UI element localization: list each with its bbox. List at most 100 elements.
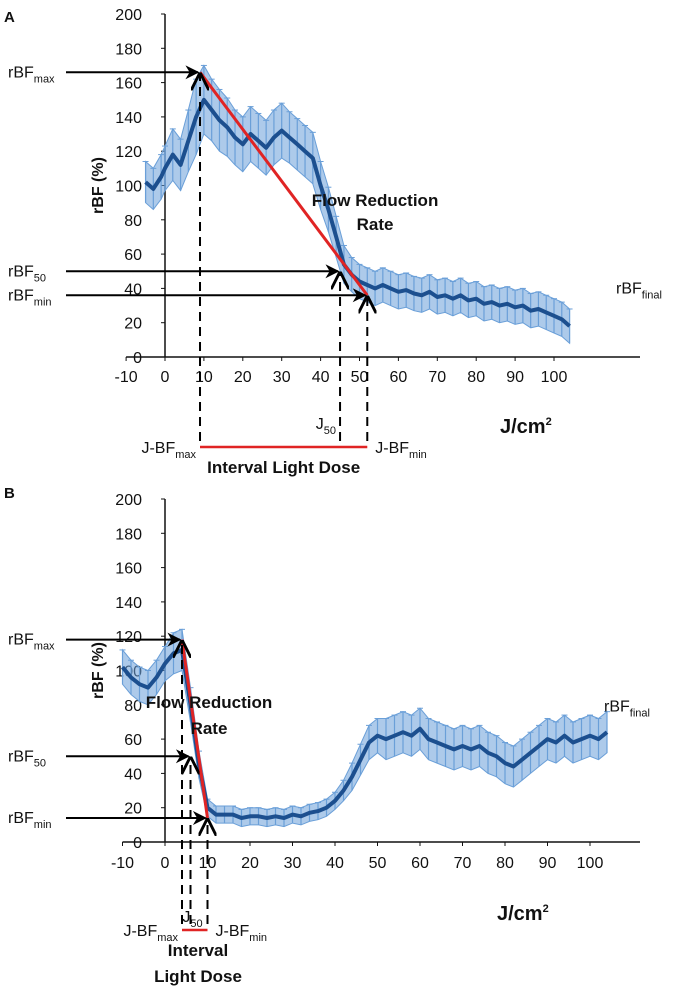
panel-a-label: A [4, 9, 15, 26]
panel-a-xtick-label: 50 [351, 369, 369, 386]
panel-a-ytick-label: 140 [115, 110, 142, 127]
panel-a-xtick-label: 90 [506, 369, 524, 386]
panel-a-rbf-min-label-sub: min [34, 296, 52, 308]
panel-b-jbf-max-label-sub: max [157, 932, 178, 944]
panel-b-interval-text: Light Dose [154, 967, 242, 986]
panel-a-xtick-label: 100 [541, 369, 568, 386]
panel-b-jbf-max-label: J-BFmax [123, 923, 178, 944]
panel-a-xtick-label: 80 [467, 369, 485, 386]
panel-b-ytick-label: 200 [115, 492, 142, 509]
panel-a-jbf-min-label: J-BFmin [375, 440, 427, 461]
panel-a-ytick-label: 180 [115, 41, 142, 58]
panel-b-y-axis-title: rBF (%) [90, 642, 107, 699]
panel-b-ytick-label: 60 [124, 732, 142, 749]
panel-a-rbf-final-label: rBFfinal [616, 281, 662, 302]
panel-b-rbf-min-label-sub: min [34, 819, 52, 831]
panel-b-rbf-min-label: rBFmin [8, 810, 52, 831]
panel-b-rbf-max-label-main: rBF [8, 632, 34, 649]
panel-a-units-label-main: J/cm [500, 416, 546, 438]
panel-a-rbf-50-label: rBF50 [8, 263, 46, 284]
chart-panel-a: 0 20 40 60 80 100 120 140 160 180 200 -10 0 10 20 30 40 5… [8, 7, 662, 477]
panel-a-ytick-label: 20 [124, 316, 142, 333]
panel-a-rbf-min-label-main: rBF [8, 287, 34, 304]
panel-a-ytick-label: 60 [124, 247, 142, 264]
panel-b-xtick-label: 100 [577, 855, 604, 872]
panel-b-interval-text: Interval [168, 941, 228, 960]
panel-b-rbf-final-label: rBFfinal [604, 699, 650, 720]
panel-b-flow-reduction-text: Rate [191, 719, 228, 738]
panel-a-ytick-label: 40 [124, 281, 142, 298]
panel-a-xtick-label: 40 [312, 369, 330, 386]
panel-a-rbf-max-label: rBFmax [8, 64, 55, 85]
panel-b-rbf-50-label-sub: 50 [34, 757, 46, 769]
panel-b-ytick-label: 160 [115, 561, 142, 578]
panel-b-ytick-label: 80 [124, 698, 142, 715]
panel-a-rbf-final-label-main: rBF [616, 281, 642, 298]
panel-b-jbf-min-label-sub: min [249, 932, 267, 944]
panel-b-units-label-main: J/cm [497, 903, 543, 925]
panel-a-ytick-label: 200 [115, 7, 142, 24]
panel-b-rbf-50-label-main: rBF [8, 748, 34, 765]
panel-b-xtick-label: 80 [496, 855, 514, 872]
panel-a-ytick-label: 0 [133, 350, 142, 367]
panel-a-xtick-label: 70 [428, 369, 446, 386]
panel-a-jbf-max-label: J-BFmax [141, 440, 196, 461]
panel-b-reduction-fit-line [180, 639, 209, 819]
panel-a-xtick-label: 60 [390, 369, 408, 386]
panel-a-ytick-label: 100 [115, 179, 142, 196]
panel-a-xtick-label: -10 [115, 369, 138, 386]
panel-b-units-label-sup: 2 [543, 903, 549, 915]
panel-a-ytick-label: 80 [124, 213, 142, 230]
panel-a-rbf-final-label-sub: final [642, 290, 662, 302]
panel-b-xtick-label: 50 [369, 855, 387, 872]
chart-panel-b: 020406080100120140160180200-100102030405… [8, 492, 650, 986]
panel-a-xtick-label: 30 [273, 369, 291, 386]
panel-a-rbf-max-label-sub: max [34, 73, 55, 85]
panel-b-ytick-label: 40 [124, 766, 142, 783]
panel-b-ytick-label: 140 [115, 595, 142, 612]
panel-b-ytick-label: 0 [133, 835, 142, 852]
panel-b-label: B [4, 485, 15, 502]
panel-a-rbf-50-label-sub: 50 [34, 272, 46, 284]
panel-b-rbf-final-label-main: rBF [604, 699, 630, 716]
panel-a-rbf-min-label: rBFmin [8, 287, 52, 308]
panel-a-flow-reduction-text: Flow Reduction [312, 191, 439, 210]
panel-b-xtick-label: 0 [161, 855, 170, 872]
panel-b-flow-reduction-text: Flow Reduction [146, 693, 273, 712]
panel-a-rbf-50-label-main: rBF [8, 263, 34, 280]
panel-b-units-label: J/cm2 [497, 903, 549, 925]
panel-b-xtick-label: 40 [326, 855, 344, 872]
panel-b-j50-label: J50 [182, 909, 202, 930]
panel-b-j50-label-main: J [182, 909, 190, 926]
panel-b-xtick-label: -10 [111, 855, 134, 872]
panel-b-xtick-label: 60 [411, 855, 429, 872]
panel-a-ytick-label: 120 [115, 144, 142, 161]
panel-b-xtick-label: 90 [539, 855, 557, 872]
panel-b-rbf-final-label-sub: final [630, 708, 650, 720]
panel-a-jbf-min-label-sub: min [409, 449, 427, 461]
panel-b-ytick-label: 180 [115, 526, 142, 543]
panel-b-rbf-min-label-main: rBF [8, 810, 34, 827]
panel-a-y-axis-title: rBF (%) [90, 157, 107, 214]
panel-a-units-label: J/cm2 [500, 416, 552, 438]
panel-a-rbf-max-label-main: rBF [8, 64, 34, 81]
panel-a-flow-reduction-text: Rate [357, 215, 394, 234]
panel-a-jbf-max-label-sub: max [175, 449, 196, 461]
panel-b-rbf-50-label: rBF50 [8, 748, 46, 769]
panel-b-rbf-max-label-sub: max [34, 641, 55, 653]
panel-a-xtick-label: 0 [161, 369, 170, 386]
panel-b-xtick-label: 30 [284, 855, 302, 872]
panel-b-ytick-label: 20 [124, 801, 142, 818]
panel-a-xtick-label: 10 [195, 369, 213, 386]
panel-b-rbf-max-label: rBFmax [8, 632, 55, 653]
panel-a-jbf-max-label-main: J-BF [141, 440, 175, 457]
panel-b-jbf-min-label-main: J-BF [216, 923, 250, 940]
panel-b-j50-label-sub: 50 [190, 918, 202, 930]
panel-a-units-label-sup: 2 [546, 416, 552, 428]
panel-b-ytick-label: 120 [115, 629, 142, 646]
panel-a-j50-label: J50 [316, 416, 336, 437]
panel-b-jbf-max-label-main: J-BF [123, 923, 157, 940]
panel-a-reduction-fit-line [198, 71, 369, 297]
panel-b-xtick-label: 70 [454, 855, 472, 872]
